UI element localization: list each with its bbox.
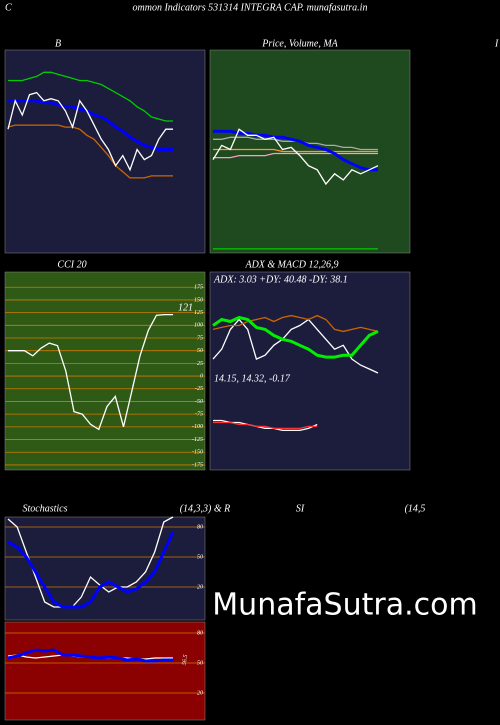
panel-title: B [55, 38, 61, 49]
watermark: MunafaSutra.com [212, 588, 477, 623]
series-line [7, 124, 173, 179]
y-tick-label: 20 [197, 690, 203, 696]
series-line [8, 313, 173, 431]
panel-title: ADX & MACD 12,26,9 [244, 259, 338, 270]
annotation: 14.15, 14.32, -0.17 [214, 373, 291, 384]
series-line [213, 421, 318, 430]
panel-title: (14,5 [405, 503, 426, 514]
series-line [213, 129, 378, 172]
annotation: 56.5 [182, 654, 190, 665]
y-tick-label: 25 [197, 361, 203, 367]
y-tick-label: 20 [197, 584, 203, 590]
y-tick-label: -125 [192, 437, 203, 443]
header-title: ommon Indicators 531314 INTEGRA CAP. mun… [133, 2, 368, 13]
y-tick-label: -100 [192, 424, 203, 430]
y-tick-label: 50 [197, 660, 203, 666]
y-tick-label: 100 [194, 323, 203, 329]
panel [209, 271, 411, 471]
y-tick-label: 50 [197, 348, 203, 354]
series-line [8, 99, 173, 151]
y-tick-label: 0 [200, 373, 203, 379]
series-line [7, 648, 173, 663]
panel [4, 621, 206, 721]
y-tick-label: 50 [197, 554, 203, 560]
y-tick-label: 125 [194, 310, 203, 316]
series-line [212, 318, 379, 374]
panel-title: Price, Volume, MA [261, 38, 338, 49]
series-line [7, 91, 173, 172]
y-tick-label: 175 [194, 285, 203, 291]
panel-title: SI [296, 503, 305, 514]
header-left: C [5, 2, 12, 13]
y-tick-label: -25 [195, 386, 203, 392]
y-tick-label: 80 [197, 630, 203, 636]
panel-title: (14,3,3) & R [180, 503, 231, 514]
series-line [212, 314, 379, 333]
panel [4, 271, 206, 471]
y-tick-label: -75 [195, 412, 203, 418]
y-tick-label: -175 [192, 462, 203, 468]
header-right: I [494, 38, 499, 49]
y-tick-label: -50 [195, 399, 203, 405]
panel-title: CCI 20 [57, 259, 86, 270]
panel-title: Stochastics [23, 503, 68, 514]
series-line [7, 531, 175, 609]
series-line [7, 516, 174, 608]
series-line [212, 315, 379, 359]
series-line [213, 152, 378, 159]
annotation: 121 [178, 302, 193, 313]
y-tick-label: 150 [194, 297, 203, 303]
annotation: ADX: 3.03 +DY: 40.48 -DY: 38.1 [213, 274, 348, 285]
y-tick-label: 80 [197, 524, 203, 530]
series-line [212, 128, 379, 186]
y-tick-label: -150 [192, 450, 203, 456]
series-line [8, 71, 173, 122]
y-tick-label: 75 [197, 335, 203, 341]
